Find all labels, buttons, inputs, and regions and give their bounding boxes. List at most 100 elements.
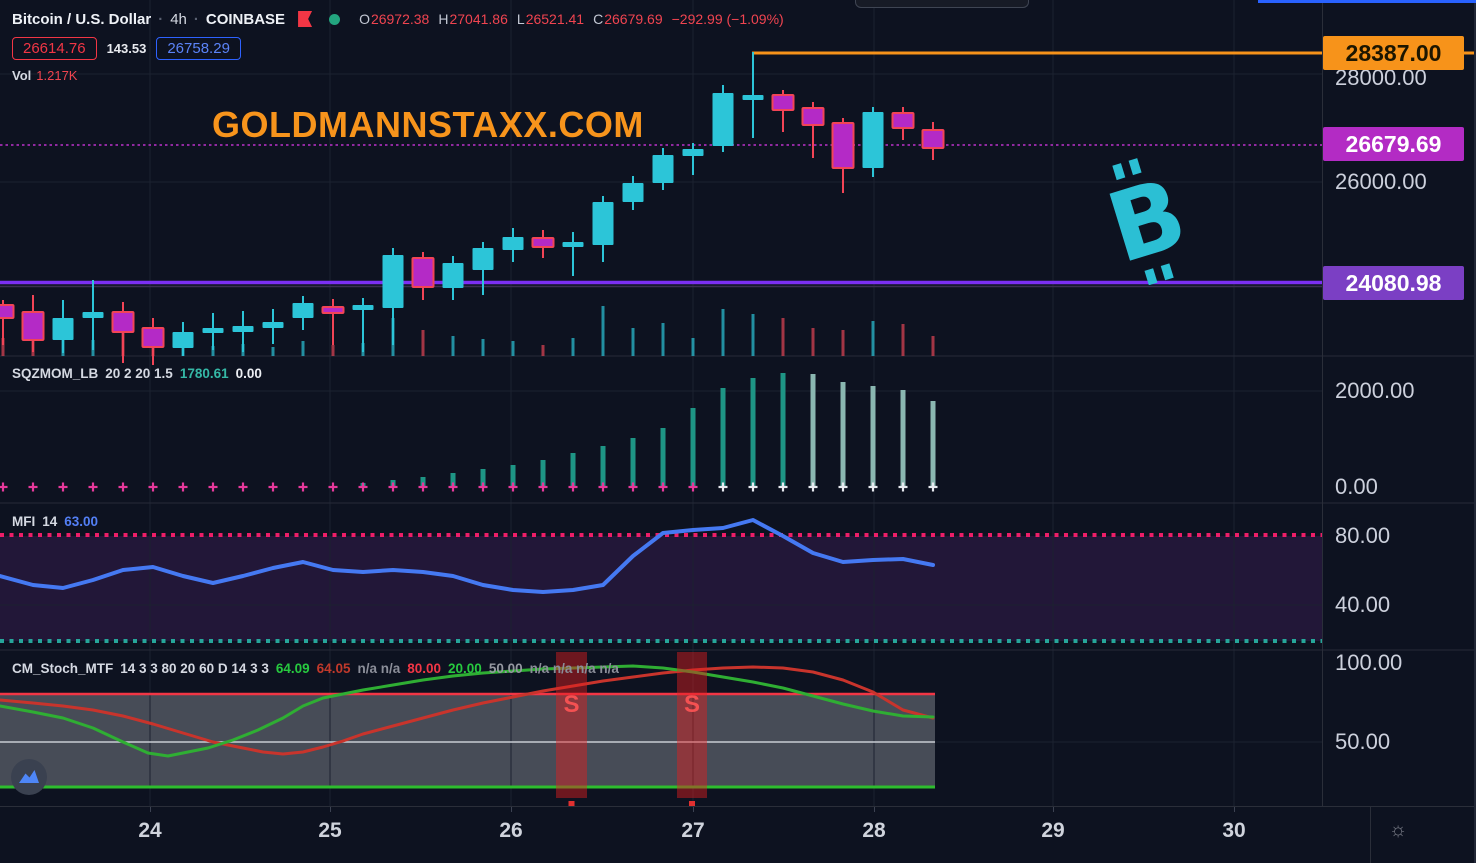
volume-bar [661,323,665,356]
interval-value[interactable]: 4h [170,10,187,28]
time-axis-label: 29 [1041,819,1065,842]
time-axis-label: 30 [1222,819,1246,842]
stoch-band [0,694,935,787]
candle-down [921,129,945,149]
mfi-zone [0,536,1322,641]
indicator-value: 64.09 [275,661,310,676]
axis-tick [330,807,331,812]
stoch-d-line [0,665,935,756]
buy-price-button[interactable]: 26758.29 [156,36,241,60]
candle-up [712,93,734,146]
volume-bar [931,336,935,356]
indicator-value: 63.00 [64,514,99,529]
separator-dot: · [193,10,199,28]
candle-up [52,318,74,340]
candle-down [831,122,855,169]
volume-bar [271,347,275,356]
indicator-value: 20 2 20 1.5 [105,366,173,381]
flag-icon[interactable] [298,11,313,27]
candle-up [382,255,404,308]
sqzmom-bar [900,390,906,487]
volume-bar [421,330,425,356]
indicator-value: 1780.61 [179,366,229,381]
ohlc-values: O26972.38 H27041.86 L26521.41 C26679.69 [359,11,663,27]
time-axis-label: 27 [681,819,705,842]
ohlc-key: O [359,11,370,27]
price-scale-label: 50.00 [1335,729,1391,754]
candle-up [82,312,104,318]
indicator-value: n/a n/a n/a n/a [529,661,619,676]
time-axis[interactable]: 24 25 26 27 28 29 30 ☼ [0,806,1476,863]
volume-bar [331,345,335,356]
price-scale-label: 26000.00 [1335,169,1427,194]
volume-bar [901,324,905,356]
price-scale-label: 100.00 [1335,650,1403,675]
candle-down [141,327,165,348]
time-axis-label: 26 [499,819,523,842]
sqzmom-bar [750,378,756,487]
axis-tick [511,807,512,812]
price-scale-label: 0.00 [1335,474,1378,499]
indicator-label-mfi[interactable]: MFI 14 63.00 [12,514,98,529]
sell-price-button[interactable]: 26614.76 [12,36,97,60]
indicator-value: MFI [12,514,36,529]
indicator-value: n/a n/a [357,661,401,676]
indicator-value: 0.00 [235,366,262,381]
volume-bar [541,345,545,356]
candle-up [592,202,614,245]
price-label-badge: 24080.98 [1323,266,1464,300]
time-axis-label: 24 [138,819,162,842]
sqzmom-bar [810,374,816,487]
sqzmom-bar [630,438,636,487]
price-scale[interactable]: 28000.00 26000.00 2000.00 0.00 80.00 40.00 100… [1322,0,1476,806]
volume-bar [481,339,485,356]
candle-up [502,237,524,250]
time-axis-label: 28 [862,819,886,842]
sqzmom-bar [600,446,606,487]
price-change: −292.99 (−1.09%) [671,11,784,27]
sqzmom-bar [720,388,726,487]
indicator-label-cm-stoch[interactable]: CM_Stoch_MTF 14 3 3 80 20 60 D 14 3 3 64.0… [12,661,619,676]
stoch-k-line [0,664,935,758]
axis-tick [150,807,151,812]
candle-up [742,95,764,100]
svg-text:B: B [1096,157,1199,285]
candle-down [0,304,15,319]
price-scale-label: 80.00 [1335,523,1391,548]
candle-down [321,306,345,314]
sqzmom-bar [840,382,846,487]
signal-axis-mark [689,801,695,806]
tradingview-logo-button[interactable] [10,758,48,801]
sqzmom-bar [450,473,456,487]
indicator-value: 80.00 [407,661,442,676]
indicator-value: 14 3 3 80 20 60 D 14 3 3 [120,661,269,676]
ohlc-key: L [516,11,525,27]
volume-label: Vol [12,68,32,83]
symbol-name[interactable]: Bitcoin / U.S. Dollar [12,10,152,28]
volume-bar [871,321,875,356]
sqzmom-bar [540,460,546,487]
volume-value: 1.217K [36,68,78,83]
price-label-badge: 26679.69 [1323,127,1464,161]
candle-up [622,183,644,202]
volume-bar [631,328,635,356]
price-scale-label: 2000.00 [1335,378,1415,403]
candle-down [21,311,45,341]
market-status-icon[interactable] [329,13,341,25]
blue-accent-strip [1258,0,1476,3]
mfi-line [0,518,935,594]
exchange-name[interactable]: COINBASE [205,10,286,28]
volume-bar [301,341,305,356]
candle-up [232,326,254,332]
sell-signal-letter: S [684,691,700,718]
signal-axis-mark [568,801,575,806]
window-edge [1474,0,1476,863]
candle-down [111,311,135,333]
axis-separator [1370,807,1371,863]
settings-icon[interactable]: ☼ [1388,819,1408,841]
sqzmom-bar [660,428,666,487]
candle-down [801,107,825,126]
indicator-label-sqzmom[interactable]: SQZMOM_LB 20 2 20 1.5 1780.61 0.00 [12,366,262,381]
